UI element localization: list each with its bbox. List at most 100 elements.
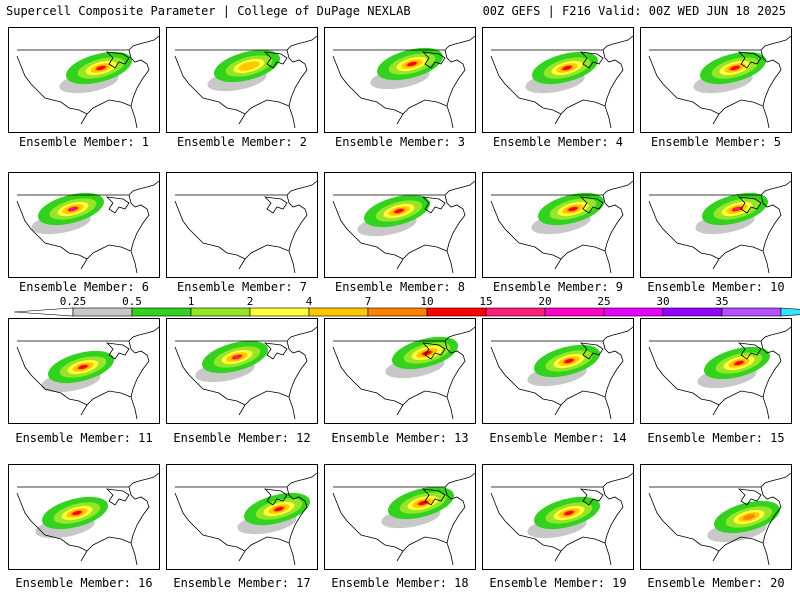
member-label: Ensemble Member: 15 — [647, 431, 785, 445]
colorbar-tick-label: 0.5 — [122, 296, 142, 308]
us-map — [332, 472, 475, 566]
country-outline — [648, 472, 791, 566]
colorbar-tick-label: 4 — [306, 296, 313, 308]
us-map — [648, 180, 791, 274]
colorbar-tick-label: 0.25 — [60, 296, 87, 308]
scp-shading-max — [564, 510, 574, 516]
country-outline — [174, 180, 317, 274]
scp-shading-max — [733, 207, 741, 211]
great-lakes-outline — [263, 196, 288, 214]
member-label: Ensemble Member: 3 — [334, 135, 466, 149]
us-map — [174, 180, 317, 274]
member-map-panel — [166, 27, 318, 133]
scp-shading-max — [562, 65, 572, 71]
country-outline — [648, 35, 791, 129]
scp-shading-max — [742, 514, 756, 520]
colorbar-segment — [721, 307, 782, 317]
great-lakes-outline — [579, 488, 604, 506]
scp-shading-max — [70, 207, 76, 211]
scp-shading-max — [407, 61, 417, 67]
colorbar-tick-label: 20 — [538, 296, 551, 308]
scp-shading-orange — [238, 61, 260, 71]
colorbar-segment — [308, 307, 369, 317]
member-map-panel — [8, 172, 160, 278]
member-map-panel — [324, 318, 476, 424]
great-lakes-outline — [105, 342, 130, 360]
scp-shading-max — [233, 355, 241, 359]
country-outline — [16, 35, 159, 129]
colorbar-tick-label: 15 — [479, 296, 492, 308]
member-map-panel — [166, 464, 318, 570]
member-map-panel — [8, 27, 160, 133]
scp-shading-max — [96, 65, 106, 71]
us-map — [16, 35, 159, 129]
great-lakes-outline — [737, 488, 762, 506]
member-map-panel — [8, 464, 160, 570]
member-label: Ensemble Member: 17 — [173, 576, 311, 590]
scp-shading-max — [730, 65, 740, 71]
us-map — [648, 35, 791, 129]
scp-shading-max — [78, 364, 88, 370]
us-map — [490, 35, 633, 129]
country-outline — [174, 35, 317, 129]
run-info: 00Z GEFS | F216 Valid: 00Z WED JUN 18 20… — [482, 4, 786, 18]
colorbar-segment — [249, 307, 310, 317]
colorbar-right-arrow — [780, 307, 800, 317]
great-lakes-outline — [263, 342, 288, 360]
scp-shading-max — [274, 506, 284, 512]
country-outline — [490, 35, 633, 129]
country-outline — [16, 326, 159, 420]
member-label: Ensemble Member: 5 — [650, 135, 782, 149]
great-lakes-outline — [421, 196, 446, 214]
member-label: Ensemble Member: 16 — [15, 576, 153, 590]
member-label: Ensemble Member: 12 — [173, 431, 311, 445]
us-map — [332, 326, 475, 420]
member-map-panel — [482, 464, 634, 570]
country-outline — [16, 472, 159, 566]
scp-shading-max — [422, 350, 432, 356]
scp-shading-max — [72, 510, 82, 516]
colorbar-tick-label: 30 — [656, 296, 669, 308]
scp-shading-max — [734, 360, 744, 366]
member-label: Ensemble Member: 2 — [176, 135, 308, 149]
member-label: Ensemble Member: 13 — [331, 431, 469, 445]
member-map-panel — [640, 172, 792, 278]
member-map-panel — [482, 27, 634, 133]
great-lakes-outline — [105, 196, 130, 214]
map-title: Supercell Composite Parameter | College … — [6, 4, 411, 18]
colorbar-tick-label: 7 — [365, 296, 372, 308]
great-lakes-outline — [579, 196, 604, 214]
us-map — [174, 472, 317, 566]
great-lakes-outline — [263, 51, 288, 69]
country-outline — [332, 180, 475, 274]
country-outline — [332, 326, 475, 420]
country-outline — [490, 472, 633, 566]
colorbar-segment — [190, 307, 251, 317]
us-map — [490, 472, 633, 566]
member-map-panel — [324, 27, 476, 133]
colorbar-segment — [367, 307, 428, 317]
country-outline — [490, 180, 633, 274]
member-label: Ensemble Member: 18 — [331, 576, 469, 590]
colorbar-tick-label: 1 — [188, 296, 195, 308]
country-outline — [16, 180, 159, 274]
great-lakes-outline — [579, 342, 604, 360]
great-lakes-outline — [737, 51, 762, 69]
member-map-panel — [640, 27, 792, 133]
great-lakes-outline — [737, 196, 762, 214]
member-label: Ensemble Member: 14 — [489, 431, 627, 445]
us-map — [332, 35, 475, 129]
member-map-panel — [166, 318, 318, 424]
great-lakes-outline — [421, 342, 446, 360]
colorbar-segment — [72, 307, 133, 317]
scp-shading-max — [418, 500, 428, 506]
member-map-panel — [482, 318, 634, 424]
member-map-panel — [640, 464, 792, 570]
member-map-panel — [482, 172, 634, 278]
color-scale-bar: 0.25 0.5 1 2 4 7 10 15 20 25 30 35 — [13, 296, 800, 317]
country-outline — [490, 326, 633, 420]
member-map-panel — [640, 318, 792, 424]
scp-shading-max — [564, 358, 574, 364]
scp-shading-max — [394, 208, 404, 214]
great-lakes-outline — [737, 342, 762, 360]
